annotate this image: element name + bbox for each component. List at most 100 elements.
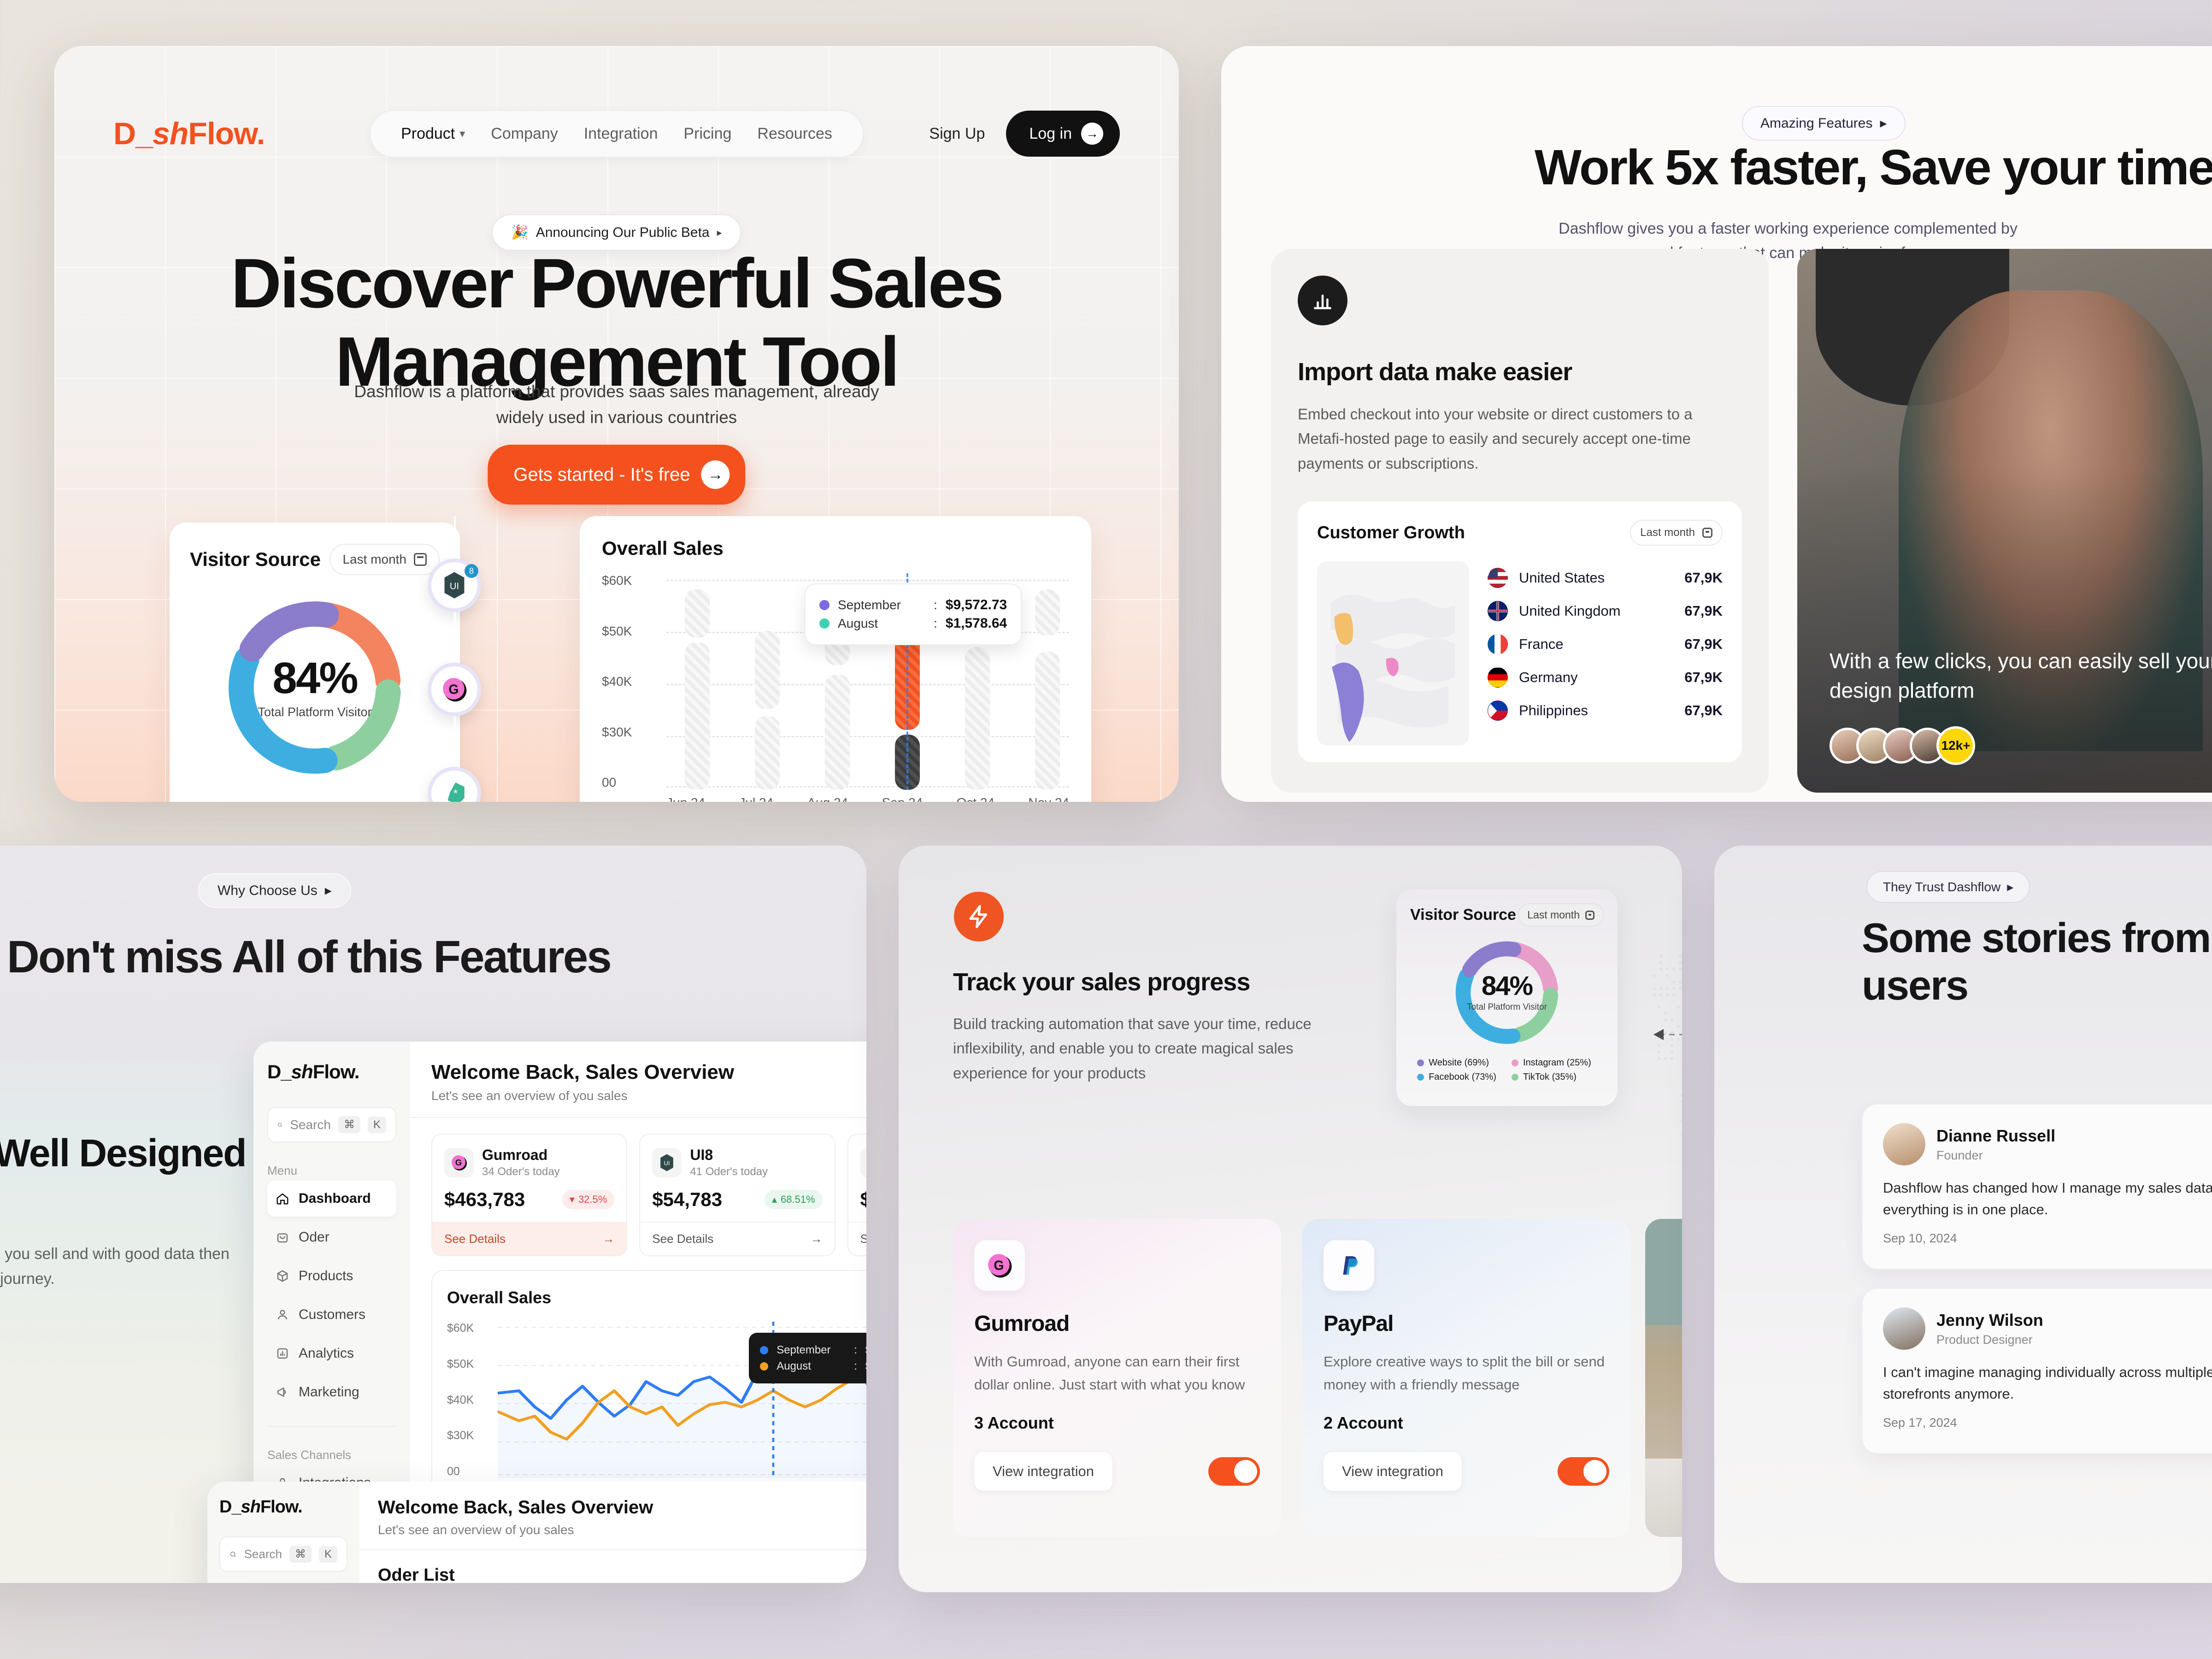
mock-y-axis: $60K $50K $40K $30K 00 bbox=[447, 1322, 498, 1478]
gumroad-chip[interactable]: G bbox=[428, 663, 481, 716]
nav-item-integration[interactable]: Integration bbox=[584, 125, 658, 143]
overall-sales-chart: $60K $50K $40K $30K 00 bbox=[602, 573, 1069, 802]
integration-toggle[interactable] bbox=[1208, 1457, 1260, 1486]
avatar bbox=[1883, 1123, 1925, 1165]
testimonials-badge[interactable]: They Trust Dashflow ▸ bbox=[1866, 871, 2030, 903]
testimonial-body: I can't imagine managing individually ac… bbox=[1883, 1362, 2212, 1405]
nav-item-company[interactable]: Company bbox=[491, 125, 558, 143]
chart-tooltip: September: $9,572.73 August: $1,578.64 bbox=[805, 583, 1022, 645]
sidebar-item-oder[interactable]: Oder bbox=[267, 1219, 396, 1255]
sidebar-item-marketing[interactable]: Marketing bbox=[267, 1374, 396, 1410]
testimonial-card: Dianne Russell Founder Dashflow has chang… bbox=[1862, 1104, 2212, 1270]
customer-growth-range-button[interactable]: Last month bbox=[1630, 520, 1723, 546]
nav-item-pricing[interactable]: Pricing bbox=[683, 125, 731, 143]
mock2-search-input[interactable]: Search ⌘ K bbox=[219, 1536, 347, 1572]
avatar-group: 12k+ bbox=[1830, 726, 1975, 765]
table-row: Germany 67,9K bbox=[1488, 661, 1723, 694]
donut-label: Total Platform Visitor bbox=[1467, 1002, 1547, 1012]
visitor-source-range-button[interactable]: Last month bbox=[329, 544, 440, 575]
calendar-icon bbox=[414, 553, 427, 566]
nav-pill: Product ▾ Company Integration Pricing Res… bbox=[370, 110, 864, 158]
legend-item: Instagram (25%) bbox=[321, 800, 436, 802]
svg-text:*: * bbox=[453, 787, 458, 800]
dashboard-mockup-secondary: D_shFlow. Search ⌘ K Menu Welcome Back, bbox=[207, 1482, 866, 1583]
integration-toggle[interactable] bbox=[1558, 1457, 1609, 1486]
envato-chip[interactable]: * bbox=[428, 767, 481, 802]
integration-card-paypal: PayPal Explore creative ways to split th… bbox=[1302, 1219, 1630, 1537]
nav-item-resources[interactable]: Resources bbox=[757, 125, 832, 143]
mock-search-input[interactable]: Search ⌘ K bbox=[267, 1107, 396, 1142]
box-icon bbox=[276, 1269, 289, 1283]
kbd-cmd: ⌘ bbox=[338, 1116, 360, 1133]
gumroad-icon: G bbox=[974, 1240, 1025, 1291]
view-integration-button[interactable]: View integration bbox=[1324, 1452, 1462, 1491]
overall-sales-title: Overall Sales bbox=[602, 537, 1069, 559]
photo-caption: With a few clicks, you can easily sell y… bbox=[1830, 647, 2212, 705]
team-photo-card: D_shFlow. bbox=[1645, 1219, 1682, 1537]
chart-icon bbox=[276, 1347, 289, 1360]
login-label: Log in bbox=[1029, 125, 1072, 143]
gumroad-icon: G bbox=[444, 1148, 474, 1177]
integration-name: Gumroad bbox=[974, 1311, 1260, 1336]
nav-item-product[interactable]: Product ▾ bbox=[401, 125, 465, 143]
mock-main: Welcome Back, Sales Overview Let's see a… bbox=[410, 1041, 866, 1512]
signup-link[interactable]: Sign Up bbox=[929, 125, 985, 143]
visitor-source-title: Visitor Source bbox=[190, 548, 321, 571]
ui8-icon: UI bbox=[441, 571, 468, 600]
logo-italic: sh bbox=[153, 116, 188, 151]
visitor-source-card-small: Visitor Source Last month 84% bbox=[1396, 889, 1618, 1106]
stat-card-ui8: UI UI8 41 Oder's today $54,783 ▴ 68.51% See… bbox=[639, 1134, 835, 1256]
sidebar-item-dashboard[interactable]: Dashboard bbox=[267, 1181, 396, 1217]
view-integration-button[interactable]: View integration bbox=[974, 1452, 1112, 1491]
world-map bbox=[1317, 561, 1469, 746]
login-button[interactable]: Log in → bbox=[1006, 111, 1120, 157]
sidebar-item-products[interactable]: Products bbox=[267, 1258, 396, 1294]
mock-menu-label: Menu bbox=[267, 1164, 396, 1178]
amazing-features-badge[interactable]: Amazing Features ▸ bbox=[1742, 106, 1906, 141]
x-axis-labels: Jun 24 Jul 24 Aug 24 Sep 24 Oct 24 Nov 2… bbox=[666, 795, 1069, 802]
testimonials-panel: They Trust Dashflow ▸ Some stories from … bbox=[1714, 846, 2212, 1583]
search-icon bbox=[277, 1118, 282, 1131]
bar-chart-icon bbox=[1298, 276, 1347, 325]
mock-line-plot: $60K $50K $40K $30K 00 bbox=[447, 1322, 866, 1478]
envato-icon: * bbox=[441, 780, 468, 802]
integration-cards: G Gumroad With Gumroad, anyone can earn … bbox=[953, 1219, 1630, 1537]
sidebar-item-customers[interactable]: Customers bbox=[267, 1297, 396, 1333]
home-icon bbox=[276, 1192, 289, 1206]
ui8-chip[interactable]: UI 8 bbox=[428, 559, 481, 612]
flag-gb-icon bbox=[1488, 601, 1508, 621]
delta-badge: ▴ 68.51% bbox=[765, 1190, 823, 1209]
mock-logo[interactable]: D_shFlow. bbox=[267, 1061, 396, 1083]
legend-item: Instagram (25%) bbox=[1512, 1058, 1597, 1068]
legend-item: Website (69%) bbox=[194, 800, 308, 802]
svg-text:G: G bbox=[448, 682, 459, 697]
see-details-link[interactable]: See Details→ bbox=[848, 1222, 866, 1255]
sidebar-item-analytics[interactable]: Analytics bbox=[267, 1335, 396, 1371]
mock2-sub: Let's see an overview of you sales bbox=[378, 1523, 653, 1537]
svg-text:UI: UI bbox=[450, 581, 459, 591]
features-panel: Amazing Features ▸ Work 5x faster, Save … bbox=[1221, 46, 2212, 802]
customer-growth-title: Customer Growth bbox=[1317, 523, 1465, 543]
mock-chart-title: Overall Sales bbox=[447, 1288, 551, 1307]
donut-label: Total Platform Visitor bbox=[258, 705, 371, 719]
mock-channels-label: Sales Channels bbox=[267, 1448, 396, 1462]
get-started-button[interactable]: Gets started - It's free → bbox=[488, 445, 745, 505]
brand-logo[interactable]: D_shFlow. bbox=[113, 116, 265, 152]
mock2-list-title: Oder List bbox=[378, 1565, 455, 1583]
delta-badge: ▾ 32.5% bbox=[562, 1190, 614, 1209]
chevron-right-icon: ▸ bbox=[2007, 879, 2013, 894]
ui8-badge: 8 bbox=[465, 564, 478, 578]
visitor-source-small-range[interactable]: Last month bbox=[1518, 903, 1604, 927]
see-details-link[interactable]: See Details→ bbox=[432, 1222, 626, 1255]
dashboard-mock-wrapper: D_shFlow. Search ⌘ K Menu Dashboard Oder… bbox=[0, 846, 866, 1583]
mock2-logo[interactable]: D_shFlow. bbox=[219, 1497, 347, 1517]
mock-stat-cards: G Gumroad 34 Oder's today $463,783 ▾ 32.5% … bbox=[431, 1134, 866, 1256]
see-details-link[interactable]: See Details→ bbox=[640, 1222, 834, 1255]
visitor-source-small-title: Visitor Source bbox=[1410, 906, 1516, 924]
mock2-sidebar: D_shFlow. Search ⌘ K Menu bbox=[207, 1482, 359, 1583]
integration-network-map: G UI 8 bbox=[1627, 901, 1682, 1187]
mock-chart-tooltip: September:$9,572.73 August:$1,578.64 bbox=[749, 1333, 866, 1383]
flag-us-icon bbox=[1488, 568, 1508, 588]
search-icon bbox=[229, 1548, 237, 1560]
kbd-k: K bbox=[368, 1117, 386, 1133]
